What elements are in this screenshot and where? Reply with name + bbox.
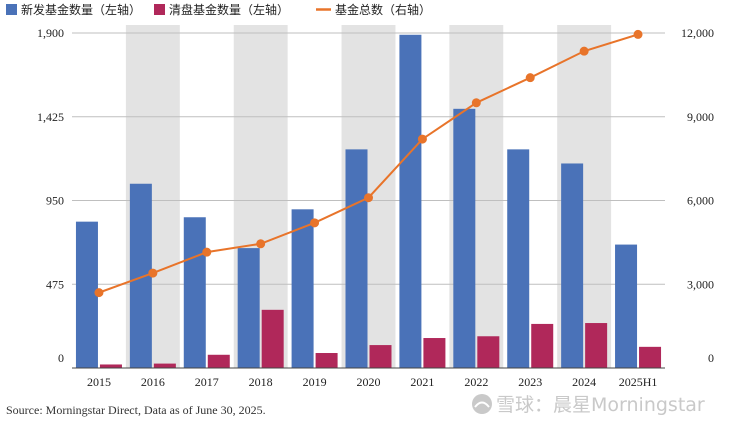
point-total-funds [94,288,104,298]
snowball-logo-icon [472,394,492,414]
line-series [94,29,643,298]
bar-liquidated-funds [261,309,284,368]
left-tick-label: 1,900 [37,26,64,40]
legend-swatch-liquidated-funds [154,4,165,15]
legend-item-total-funds: 基金总数（右轴） [316,2,431,17]
legend-item-new-funds: 新发基金数量（左轴） [6,2,141,17]
bar-new-funds [453,108,476,368]
point-total-funds [310,218,320,228]
point-total-funds [202,247,212,257]
right-tick-label: 6,000 [687,194,714,208]
point-total-funds [417,134,427,144]
x-tick-label: 2015 [87,375,111,389]
bar-new-funds [399,34,422,369]
bar-new-funds [129,183,152,368]
x-tick-label: 2019 [303,375,327,389]
point-total-funds [256,239,266,249]
point-total-funds [148,268,158,278]
point-total-funds [633,29,643,39]
x-axis-ticks: 2015 2016 2017 2018 2019 2020 2021 2022 2023 2024… [87,375,657,389]
bar-new-funds [507,149,530,368]
bar-liquidated-funds [369,345,392,368]
legend-label-total-funds: 基金总数（右轴） [335,2,431,17]
watermark: 雪球：晨星Morningstar [472,394,705,416]
bar-liquidated-funds [423,338,446,368]
left-tick-label: 1,425 [37,110,64,124]
point-total-funds [364,193,373,203]
bar-liquidated-funds [531,323,554,368]
point-total-funds [579,46,589,56]
x-tick-label: 2018 [249,375,273,389]
bar-liquidated-funds [153,363,176,368]
right-tick-label: 3,000 [687,277,714,291]
point-total-funds [471,98,481,108]
bar-liquidated-funds [477,336,500,368]
watermark-text: 雪球：晨星Morningstar [496,394,705,416]
right-axis-ticks: 0 3,000 6,000 9,000 12,000 [681,26,714,365]
bar-new-funds [237,248,260,368]
legend: 新发基金数量（左轴） 清盘基金数量（左轴） 基金总数（右轴） [6,2,431,17]
right-tick-label: 9,000 [687,110,714,124]
x-tick-label: 2022 [464,375,488,389]
left-tick-label: 475 [46,277,64,291]
left-axis-ticks: 0 475 950 1,425 1,900 [37,26,64,365]
x-tick-label: 2024 [572,375,596,389]
legend-label-liquidated-funds: 清盘基金数量（左轴） [169,2,289,17]
bar-liquidated-funds [639,346,662,368]
bar-new-funds [615,244,638,368]
bar-new-funds [291,209,314,368]
right-tick-label: 0 [708,351,714,365]
point-total-funds [525,73,535,83]
bar-series [75,34,662,369]
bar-liquidated-funds [99,364,122,368]
left-tick-label: 950 [46,194,64,208]
legend-label-new-funds: 新发基金数量（左轴） [21,2,141,17]
x-tick-label: 2017 [195,375,219,389]
x-tick-label: 2025H1 [619,375,658,389]
bar-liquidated-funds [207,354,230,368]
x-tick-label: 2023 [518,375,542,389]
legend-swatch-new-funds [6,4,17,15]
bar-new-funds [75,221,98,368]
bar-liquidated-funds [585,323,608,368]
x-tick-label: 2020 [357,375,381,389]
right-tick-label: 12,000 [681,26,714,40]
left-tick-label: 0 [58,351,64,365]
source-note: Source: Morningstar Direct, Data as of J… [6,403,266,417]
bar-liquidated-funds [315,353,338,368]
bar-new-funds [183,217,206,368]
x-tick-label: 2021 [410,375,434,389]
bar-new-funds [345,149,368,368]
bar-new-funds [561,163,584,368]
legend-item-liquidated-funds: 清盘基金数量（左轴） [154,2,289,17]
x-tick-label: 2016 [141,375,165,389]
